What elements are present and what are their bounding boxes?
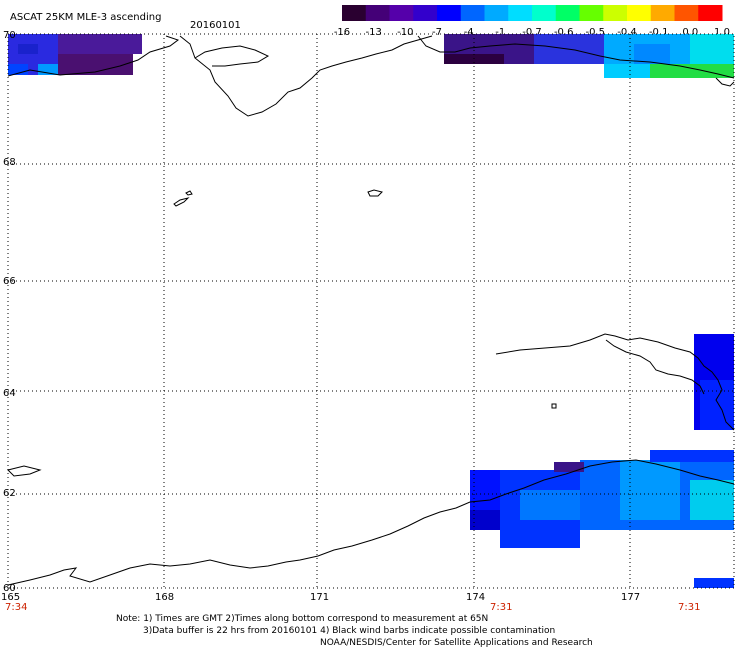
lat-label-70: 70 [3,30,16,41]
colorbar-swatch [484,5,509,21]
time-label-east: 7:31 [678,602,700,613]
colorbar-label: -0.6 [554,27,574,38]
colorbar-label: -13 [366,27,382,38]
colorbar-swatch [698,5,723,21]
colorbar-swatch [365,5,390,21]
colorbar-label: 1.0 [714,27,730,38]
note-line-2: 3)Data buffer is 22 hrs from 20160101 4)… [143,626,556,636]
coastlines [7,35,735,586]
colorbar-swatch [413,5,438,21]
lat-grid [8,33,734,495]
lat-label-60: 60 [3,583,16,594]
note-line-3: NOAA/NESDIS/Center for Satellite Applica… [320,638,593,648]
colorbar-swatch [579,5,604,21]
data-swath-northwest [8,34,142,75]
colorbar-label: -16 [334,27,350,38]
lon-label-174: 174 [466,592,485,603]
colorbar-swatch [460,5,485,21]
lat-label-68: 68 [3,157,16,168]
colorbar-swatch [508,5,533,21]
colorbar-swatch [674,5,699,21]
colorbar-swatch [389,5,414,21]
colorbar-swatch [437,5,462,21]
colorbar-label: -0.1 [649,27,669,38]
colorbar-label: -7 [432,27,442,38]
data-swath-south [470,450,734,588]
colorbar-swatch [650,5,675,21]
colorbar [342,5,723,21]
lon-label-171: 171 [310,592,329,603]
lon-label-177: 177 [621,592,640,603]
colorbar-label: -0.7 [522,27,542,38]
lat-label-62: 62 [3,488,16,499]
lat-label-64: 64 [3,388,16,399]
colorbar-swatch [555,5,580,21]
colorbar-label: -0.4 [617,27,637,38]
data-swath-northeast [444,34,734,78]
colorbar-swatch [342,5,367,21]
colorbar-swatch [603,5,628,21]
lon-grid [163,34,631,588]
lon-label-168: 168 [155,592,174,603]
date-label: 20160101 [190,20,241,31]
lat-label-66: 66 [3,276,16,287]
colorbar-swatch [627,5,652,21]
colorbar-label: -4 [464,27,474,38]
colorbar-label: -0.5 [586,27,606,38]
time-label-west: 7:34 [5,602,27,613]
colorbar-label: -10 [397,27,413,38]
colorbar-swatch [532,5,557,21]
product-title: ASCAT 25KM MLE-3 ascending [10,12,161,23]
time-label-middle: 7:31 [490,602,512,613]
colorbar-label: 0.0 [682,27,698,38]
note-line-1: Note: 1) Times are GMT 2)Times along bot… [116,614,489,624]
colorbar-labels: -16 -13 -10 -7 -4 -1 -0.7 -0.6 -0.5 -0.4 -0.1 0.0 1.… [334,27,730,38]
lon-label-165: 165 [1,592,20,603]
data-swath-east [694,334,734,430]
colorbar-label: -1 [495,27,505,38]
